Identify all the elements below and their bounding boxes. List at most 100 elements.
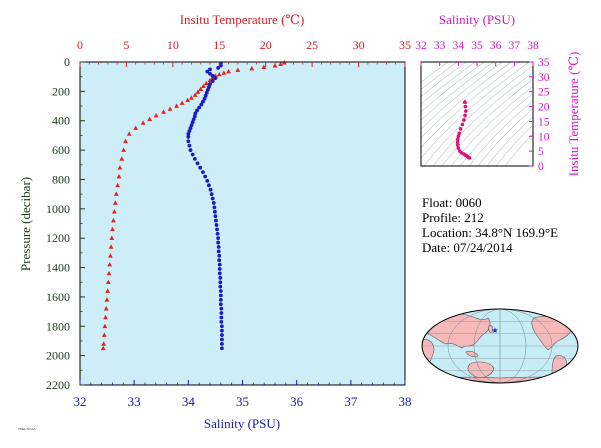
- temperature-point: [153, 112, 159, 118]
- pressure-tick-label: 1600: [46, 290, 70, 304]
- world-map: ★: [421, 308, 579, 384]
- temperature-point: [100, 345, 106, 351]
- salinity-point: [188, 126, 193, 130]
- ts-salinity-tick-label: 32: [415, 40, 427, 52]
- salinity-point: [214, 218, 218, 223]
- float-info: Float: 0060 Profile: 212 Location: 34.8°…: [422, 195, 558, 255]
- map-meridian: [473, 309, 527, 383]
- temperature-point: [226, 68, 231, 74]
- ts-temperature-tick-label: 15: [538, 116, 550, 128]
- salinity-point: [217, 253, 222, 258]
- salinity-point: [220, 337, 224, 342]
- temperature-point: [126, 131, 132, 136]
- salinity-point: [188, 148, 193, 152]
- ts-temperature-tick-label: 10: [538, 131, 550, 143]
- density-contour: [441, 78, 533, 166]
- salinity-point: [186, 132, 191, 136]
- density-contour: [477, 108, 533, 166]
- pressure-tick-label: 1000: [46, 202, 70, 216]
- ts-point: [455, 143, 460, 147]
- ts-temperature-tick-label: 25: [538, 87, 550, 99]
- temperature-point: [119, 156, 125, 161]
- salinity-point: [220, 324, 224, 329]
- pressure-tick-label: 2000: [46, 349, 70, 363]
- ts-salinity-axis-ticks: 32 33 34 35 36 37 38: [415, 40, 539, 66]
- density-contour: [486, 116, 533, 166]
- temperature-tick-label: 20: [260, 38, 272, 52]
- pressure-tick-label: 1800: [46, 319, 70, 333]
- salinity-point: [220, 346, 224, 351]
- ts-point: [456, 146, 461, 150]
- salinity-point: [217, 262, 222, 267]
- salinity-point: [187, 129, 192, 133]
- salinity-point: [213, 76, 218, 81]
- salinity-point: [211, 201, 216, 205]
- temperature-point: [110, 226, 115, 232]
- salinity-point: [210, 79, 215, 83]
- salinity-point: [192, 157, 197, 161]
- salinity-point: [210, 196, 215, 201]
- temperature-point: [189, 95, 194, 100]
- temperature-point: [140, 120, 146, 125]
- temperature-tick-label: 15: [213, 38, 225, 52]
- temperature-tick-label: 5: [123, 38, 129, 52]
- temperature-axis-title: Insitu Temperature (℃): [180, 12, 305, 27]
- temperature-axis-ticks: 0 5 10 15 20 25 30 35: [77, 38, 411, 67]
- ts-point: [457, 131, 462, 136]
- salinity-point: [215, 227, 219, 232]
- ts-point: [460, 122, 465, 127]
- temperature-tick-label: 25: [306, 38, 318, 52]
- temperature-point: [261, 64, 267, 69]
- salinity-point: [218, 63, 223, 68]
- salinity-point: [192, 114, 197, 119]
- ts-point: [463, 104, 468, 109]
- temperature-point: [174, 103, 179, 108]
- temperature-point: [108, 253, 113, 258]
- ts-salinity-tick-label: 37: [509, 40, 521, 52]
- pressure-tick-label: 200: [52, 84, 70, 98]
- density-contour: [459, 93, 533, 166]
- ts-temperature-axis-ticks: 0 5 10 15 20 25 30 35: [529, 57, 550, 173]
- temperature-point: [216, 71, 222, 77]
- ts-temperature-tick-label: 5: [538, 146, 544, 158]
- temperature-point: [235, 67, 241, 72]
- salinity-point: [201, 99, 205, 104]
- salinity-tick-label: 37: [344, 394, 358, 409]
- salinity-point: [218, 297, 223, 302]
- density-contour: [423, 65, 533, 166]
- ts-salinity-tick-label: 36: [490, 40, 502, 52]
- salinity-point: [218, 280, 223, 285]
- ts-point: [462, 118, 466, 122]
- temperature-tick-label: 30: [353, 38, 365, 52]
- pressure-tick-label: 400: [52, 114, 70, 128]
- salinity-point: [217, 267, 222, 271]
- salinity-axis-title: Salinity (PSU): [204, 416, 280, 431]
- temperature-point: [101, 332, 107, 337]
- temperature-point: [104, 297, 110, 302]
- ts-surface-marker: [462, 99, 468, 104]
- salinity-point: [216, 245, 221, 249]
- salinity-point: [208, 82, 212, 86]
- temperature-point: [203, 80, 209, 86]
- ts-temperature-tick-label: 0: [538, 161, 544, 173]
- salinity-point: [205, 69, 210, 74]
- temperature-point: [108, 244, 114, 249]
- density-contour: [468, 100, 533, 166]
- temperature-point: [115, 182, 121, 188]
- salinity-tick-label: 34: [182, 394, 196, 409]
- salinity-point: [186, 139, 191, 144]
- temperature-point: [167, 106, 173, 111]
- pressure-axis-ticks: 0 200 400 600 800 1000 1200 1400 1600 1800 2000 220…: [46, 55, 85, 392]
- salinity-point: [216, 240, 221, 245]
- pressure-axis-title: Pressure (decibar): [18, 177, 33, 271]
- salinity-point: [213, 214, 218, 219]
- density-contour: [450, 85, 533, 166]
- temperature-point: [185, 97, 191, 102]
- pressure-tick-label: 600: [52, 143, 70, 157]
- map-graticule: [422, 309, 578, 383]
- temperature-tick-label: 35: [399, 38, 411, 52]
- temperature-point: [192, 92, 198, 97]
- salinity-point: [197, 105, 202, 110]
- temperature-point: [201, 83, 206, 89]
- temperature-point: [221, 70, 227, 75]
